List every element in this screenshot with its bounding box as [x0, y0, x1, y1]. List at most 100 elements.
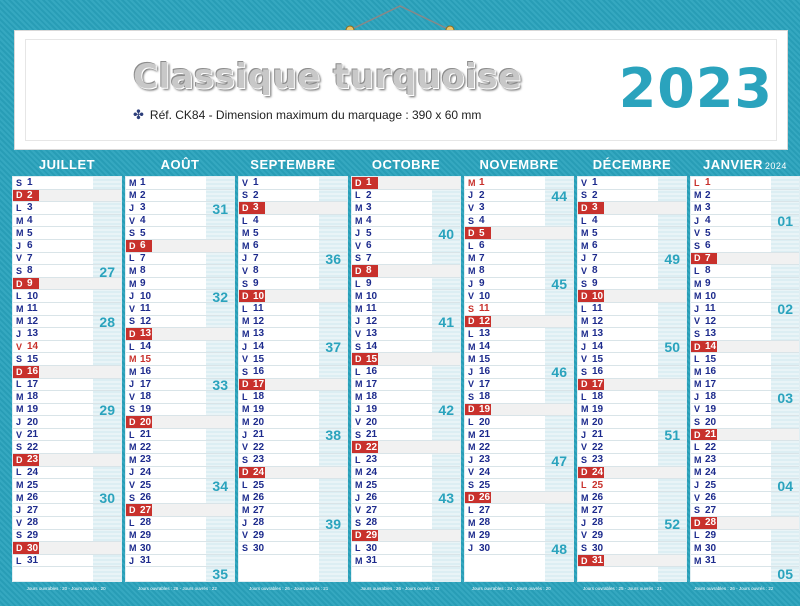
weekday-letter: M	[468, 177, 476, 188]
week-number: 46	[551, 364, 567, 381]
weekday-letter: S	[129, 492, 136, 503]
day-number: 4	[140, 215, 146, 227]
weekday-letter: M	[355, 303, 363, 314]
day-number: 19	[27, 403, 39, 415]
day-number: 12	[592, 315, 604, 327]
day-number: 11	[479, 303, 490, 315]
day-number: 28	[592, 517, 604, 529]
day-label: L 22	[691, 441, 717, 453]
weekday-letter: L	[581, 215, 587, 226]
weekday-letter: S	[242, 278, 249, 289]
day-label: L 23	[352, 454, 378, 466]
day-row: V 19	[691, 404, 799, 417]
saint-name	[717, 202, 799, 214]
day-number: 14	[140, 341, 152, 353]
weekday-letter: S	[129, 316, 136, 327]
weekday-letter: M	[468, 442, 476, 453]
day-label: M 17	[352, 379, 378, 391]
weekday-letter: M	[129, 530, 137, 541]
day-number: 7	[479, 252, 485, 264]
day-number: 27	[366, 504, 378, 516]
month-days: V 1 S 2 D 3 L 4 M 5 M 6 J 7 V 8 S 9 D 10 L 11 M 12 M 13 J 14 V 15 S 16 D…	[577, 176, 687, 582]
day-number: 11	[140, 303, 151, 315]
weekday-letter: D	[16, 366, 23, 377]
weekday-letter: J	[242, 341, 248, 352]
day-row: M 22	[126, 441, 234, 455]
day-label: D 12	[465, 315, 491, 328]
day-number: 25	[705, 479, 717, 491]
weekday-letter: S	[129, 228, 136, 239]
weekday-letter: D	[581, 467, 588, 478]
weekday-letter: D	[355, 530, 362, 541]
day-row: M 26	[578, 492, 686, 505]
saint-name	[152, 555, 234, 567]
weekday-letter: V	[694, 404, 701, 415]
day-label: S 11	[465, 303, 491, 315]
saint-name	[717, 240, 799, 252]
day-number: 2	[592, 189, 598, 201]
day-number: 9	[592, 278, 598, 290]
day-label: M 12	[578, 316, 604, 328]
saint-name	[717, 265, 799, 277]
day-row: V 17	[465, 379, 573, 392]
weekday-letter: V	[16, 253, 23, 264]
week-number: 45	[551, 276, 567, 293]
day-number: 27	[592, 504, 604, 516]
month-column: JUILLET S 1 D 2 L 3 M 4 M 5 J 6 V 7 S 8 D 9 L 10 M 11 M 12 J 13 V 14…	[12, 154, 122, 582]
weekday-letter: V	[16, 517, 23, 528]
day-number: 6	[253, 240, 259, 252]
day-label: D 24	[239, 466, 265, 479]
day-number: 7	[592, 252, 598, 264]
saint-name	[604, 504, 686, 516]
day-number: 5	[140, 227, 146, 239]
day-row: M 13	[578, 328, 686, 341]
saint-name	[378, 429, 460, 441]
month-year-label: 2024	[764, 161, 787, 171]
weekday-letter: D	[242, 202, 249, 213]
day-label: V 24	[465, 467, 491, 479]
day-label: J 13	[13, 328, 39, 340]
saint-name	[717, 467, 799, 479]
saint-name	[604, 202, 686, 214]
saint-name	[152, 328, 234, 340]
day-number: 3	[592, 202, 598, 214]
weekday-letter: V	[581, 442, 588, 453]
day-row: M 21	[465, 429, 573, 442]
day-number: 23	[27, 454, 39, 466]
month-footer: Jours ouvrables : 24 - Jours ouvrés : 20	[471, 586, 551, 591]
day-label: L 30	[352, 542, 378, 554]
day-number: 27	[479, 504, 491, 516]
saint-name	[491, 303, 573, 315]
saint-name	[491, 517, 573, 529]
day-label: M 19	[13, 404, 39, 416]
weekday-letter: M	[129, 454, 137, 465]
month-label: OCTOBRE	[371, 157, 441, 172]
saint-name	[378, 215, 460, 227]
day-label: V 10	[465, 290, 491, 302]
day-number: 3	[140, 202, 146, 214]
weekday-letter: M	[581, 328, 589, 339]
saint-name	[378, 441, 460, 453]
day-label: M 26	[578, 492, 604, 504]
weekday-letter: M	[355, 555, 363, 566]
day-row: D 22	[352, 441, 460, 455]
weekday-letter: L	[355, 454, 361, 465]
day-number: 12	[140, 315, 152, 327]
saint-name	[491, 316, 573, 328]
day-label: J 17	[126, 379, 152, 391]
day-number: 15	[140, 353, 152, 365]
weekday-letter: V	[581, 530, 588, 541]
month-label: NOVEMBRE	[479, 157, 559, 172]
weekday-letter: M	[16, 215, 24, 226]
day-label: M 12	[239, 316, 265, 328]
saint-name	[39, 303, 121, 315]
